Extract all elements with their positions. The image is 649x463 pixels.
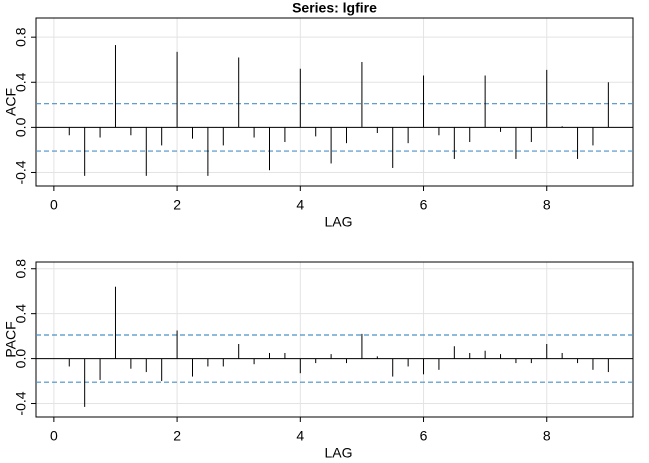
y-tick-label: 0.0 (13, 117, 29, 137)
x-tick-label: 8 (543, 428, 551, 444)
x-tick-label: 0 (50, 428, 58, 444)
y-tick-label: -0.4 (13, 391, 29, 415)
x-axis-label: LAG (324, 445, 352, 461)
x-tick-label: 6 (420, 428, 428, 444)
x-tick-label: 0 (50, 197, 58, 213)
y-tick-label: 0.8 (13, 259, 29, 279)
x-tick-label: 6 (420, 197, 428, 213)
x-tick-label: 2 (173, 428, 181, 444)
chart-title: Series: lgfire (292, 0, 377, 16)
plot-frame (35, 261, 634, 418)
y-axis-label: ACF (3, 88, 19, 116)
x-tick-label: 4 (296, 197, 304, 213)
y-axis-label: PACF (3, 321, 19, 357)
x-tick-label: 8 (543, 197, 551, 213)
y-tick-label: 0.0 (13, 349, 29, 369)
y-tick-label: 0.4 (13, 304, 29, 324)
plot-frame (35, 17, 634, 187)
y-tick-label: 0.4 (13, 72, 29, 92)
x-tick-label: 2 (173, 197, 181, 213)
y-tick-label: -0.4 (13, 160, 29, 184)
x-tick-label: 4 (296, 428, 304, 444)
x-axis-label: LAG (324, 214, 352, 230)
y-tick-label: 0.8 (13, 27, 29, 47)
